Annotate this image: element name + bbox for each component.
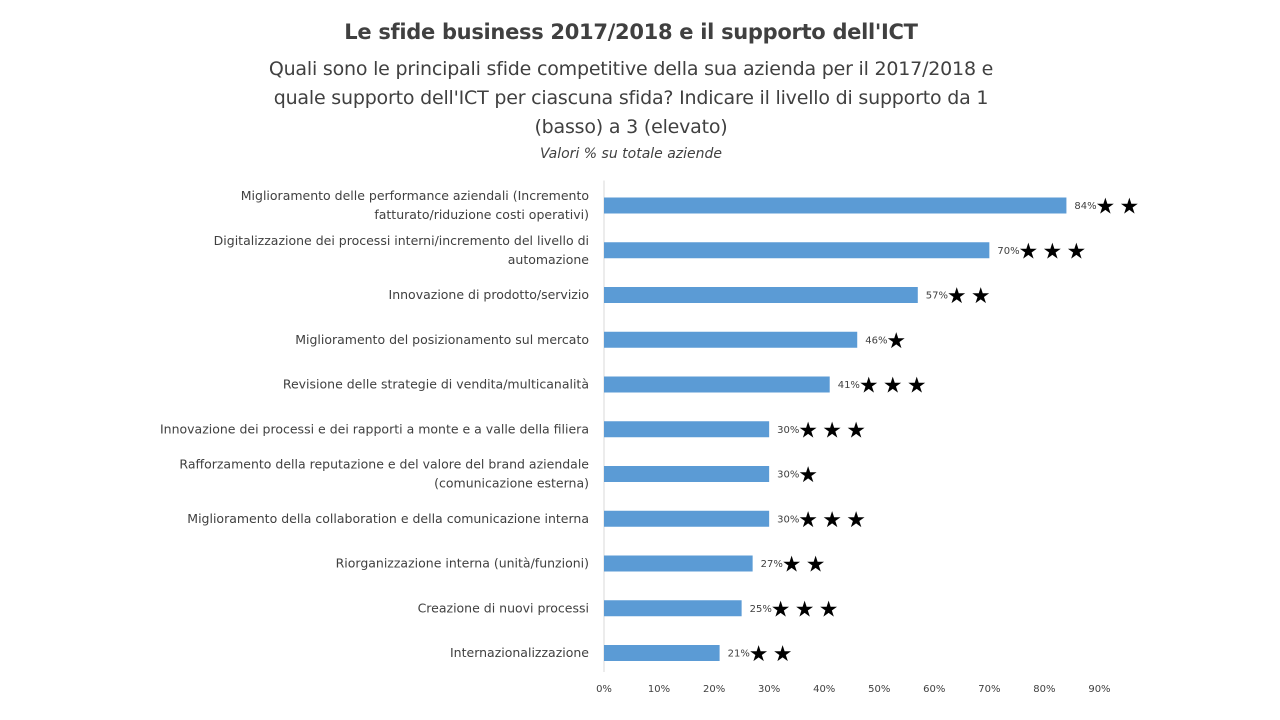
category-label: Miglioramento della collaboration e dell… — [187, 511, 589, 526]
x-tick-label: 70% — [978, 684, 1000, 695]
star-icon: ★ — [798, 463, 818, 488]
star-icon: ★ — [798, 418, 818, 443]
star-icon: ★ — [883, 374, 903, 399]
star-icon: ★ — [886, 329, 906, 354]
star-icon: ★ — [771, 597, 791, 622]
star-icon: ★ — [1120, 195, 1140, 220]
category-label: Rafforzamento della reputazione e del va… — [179, 457, 589, 472]
category-label: fatturato/riduzione costi operativi) — [374, 207, 589, 222]
chart-subtitle: Quali sono le principali sfide competiti… — [210, 55, 1052, 142]
category-label: (comunicazione esterna) — [434, 476, 589, 491]
category-label: Creazione di nuovi processi — [418, 600, 589, 615]
bar — [604, 376, 830, 393]
star-icon: ★ — [795, 597, 815, 622]
category-label: Miglioramento del posizionamento sul mer… — [295, 332, 589, 347]
category-label: Revisione delle strategie di vendita/mul… — [283, 377, 589, 392]
data-label: 30% — [777, 425, 799, 436]
bar — [604, 242, 990, 259]
star-icon: ★ — [819, 597, 839, 622]
star-icon: ★ — [1042, 239, 1062, 264]
star-icon: ★ — [749, 642, 769, 667]
category-label: automazione — [508, 252, 590, 267]
star-icon: ★ — [822, 508, 842, 533]
star-icon: ★ — [773, 642, 793, 667]
data-label: 25% — [750, 604, 772, 615]
data-label: 21% — [728, 649, 750, 660]
star-icon: ★ — [1096, 195, 1116, 220]
category-label: Innovazione dei processi e dei rapporti … — [160, 421, 589, 436]
bar — [604, 287, 918, 303]
bar — [604, 331, 858, 348]
star-icon: ★ — [846, 418, 866, 443]
data-label: 70% — [997, 246, 1019, 257]
star-icon: ★ — [806, 553, 826, 578]
star-icon: ★ — [947, 284, 967, 309]
bar — [604, 466, 770, 482]
data-label: 84% — [1074, 201, 1096, 212]
category-label: Internazionalizzazione — [450, 645, 589, 660]
bar — [604, 510, 770, 527]
star-icon: ★ — [859, 374, 879, 399]
star-icon: ★ — [1018, 239, 1038, 264]
chart-title: Le sfide business 2017/2018 e il support… — [344, 20, 918, 44]
bar — [604, 555, 753, 572]
star-icon: ★ — [782, 553, 802, 578]
bar — [604, 421, 770, 438]
category-label: Riorganizzazione interna (unità/funzioni… — [336, 556, 589, 571]
star-icon: ★ — [1066, 239, 1086, 264]
x-tick-label: 50% — [868, 684, 890, 695]
chart-note: Valori % su totale aziende — [539, 146, 723, 162]
data-label: 30% — [777, 470, 799, 481]
category-label: Innovazione di prodotto/servizio — [389, 287, 589, 302]
category-label: Digitalizzazione dei processi interni/in… — [214, 233, 589, 248]
chart-subtitle-line: (basso) a 3 (elevato) — [534, 116, 728, 138]
bar — [604, 645, 720, 661]
data-label: 27% — [761, 559, 783, 570]
star-icon: ★ — [822, 418, 842, 443]
category-label: Miglioramento delle performance aziendal… — [241, 188, 589, 203]
x-tick-label: 20% — [703, 684, 725, 695]
bar — [604, 600, 742, 617]
bar — [604, 197, 1067, 214]
x-tick-label: 10% — [648, 684, 670, 695]
x-tick-label: 60% — [923, 684, 945, 695]
star-icon: ★ — [798, 508, 818, 533]
chart-subtitle-line: Quali sono le principali sfide competiti… — [268, 58, 994, 80]
x-tick-label: 90% — [1088, 684, 1110, 695]
data-label: 41% — [838, 380, 860, 391]
chart-subtitle-line: quale supporto dell'ICT per ciascuna sfi… — [273, 87, 989, 109]
star-icon: ★ — [846, 508, 866, 533]
x-tick-label: 80% — [1033, 684, 1055, 695]
star-icon: ★ — [907, 374, 927, 399]
x-tick-label: 40% — [813, 684, 835, 695]
x-tick-label: 0% — [596, 684, 612, 695]
x-tick-label: 30% — [758, 684, 780, 695]
data-label: 46% — [865, 335, 887, 346]
star-icon: ★ — [971, 284, 991, 309]
data-label: 30% — [777, 514, 799, 525]
data-label: 57% — [926, 291, 948, 302]
